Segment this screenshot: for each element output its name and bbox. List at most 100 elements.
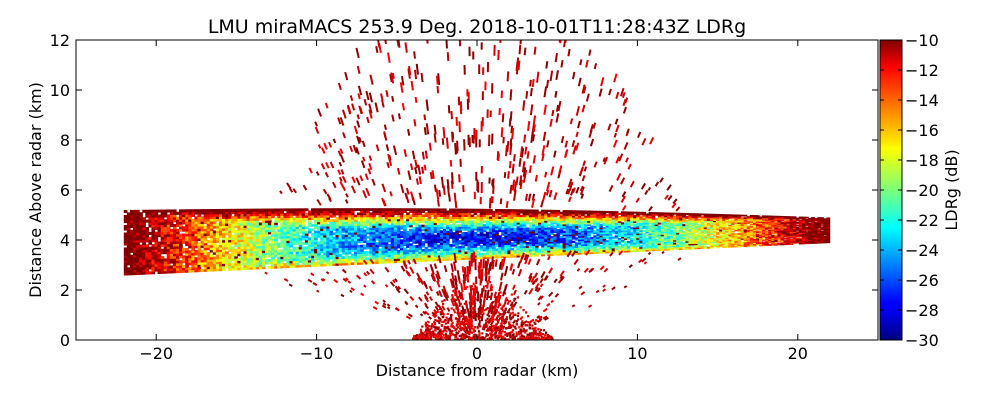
ldr-cell bbox=[577, 213, 582, 216]
ldr-cell bbox=[657, 218, 662, 221]
ldr-cell bbox=[584, 240, 588, 243]
ldr-cell bbox=[326, 258, 331, 262]
ldr-cell bbox=[501, 218, 505, 221]
ldr-cell bbox=[194, 233, 199, 237]
ldr-cell bbox=[357, 236, 361, 239]
ldr-cell bbox=[544, 248, 548, 251]
ldr-cell bbox=[320, 230, 324, 234]
ldr-cell bbox=[605, 225, 610, 228]
ldr-cell bbox=[387, 235, 392, 239]
ldr-cell bbox=[151, 256, 156, 260]
ldr-cell bbox=[660, 226, 665, 229]
ldr-cell bbox=[752, 236, 757, 239]
ldr-cell bbox=[249, 217, 254, 221]
ldr-cell bbox=[510, 222, 515, 225]
ldr-cell bbox=[596, 220, 601, 223]
ldr-cell bbox=[740, 228, 745, 230]
ldr-cell bbox=[620, 248, 625, 252]
ldr-cell bbox=[307, 215, 312, 218]
ldr-cell bbox=[636, 213, 640, 216]
ldr-cell bbox=[341, 247, 346, 251]
ldr-cell bbox=[228, 234, 232, 238]
ldr-cell bbox=[154, 221, 159, 225]
ldr-cell bbox=[393, 249, 398, 253]
ldr-cell bbox=[406, 208, 410, 211]
ldr-cell bbox=[516, 211, 521, 214]
ldr-cell bbox=[240, 222, 245, 226]
ldr-cell bbox=[703, 237, 708, 240]
ldr-cell bbox=[332, 241, 337, 244]
ldr-cell bbox=[129, 244, 134, 248]
ldr-cell bbox=[611, 220, 616, 223]
ldr-cell bbox=[412, 214, 416, 218]
ldr-cell bbox=[654, 234, 659, 237]
ldr-cell bbox=[716, 226, 720, 229]
ldr-cell bbox=[565, 242, 570, 245]
ldr-cell bbox=[571, 215, 576, 218]
ldr-cell bbox=[565, 227, 570, 230]
ldr-cell bbox=[403, 226, 407, 230]
ldr-cell bbox=[433, 208, 438, 212]
ldr-cell bbox=[746, 220, 751, 223]
ldr-cell bbox=[323, 234, 327, 238]
ldr-cell bbox=[381, 225, 386, 228]
ldr-cell bbox=[516, 236, 521, 240]
ldr-cell bbox=[360, 212, 364, 216]
ldr-cell bbox=[467, 237, 472, 241]
ldr-cell bbox=[197, 266, 202, 270]
ldr-cell bbox=[449, 246, 453, 249]
ldr-cell bbox=[544, 244, 548, 248]
ldr-cell bbox=[363, 214, 367, 218]
ldr-cell bbox=[605, 220, 610, 223]
ldr-cell bbox=[501, 255, 505, 259]
ldr-cell bbox=[602, 218, 607, 222]
ldr-cell bbox=[286, 233, 291, 237]
ldr-cell bbox=[188, 228, 192, 232]
ldr-cell bbox=[504, 223, 508, 227]
ldr-cell bbox=[709, 215, 714, 217]
ldr-cell bbox=[157, 234, 162, 238]
ldr-cell bbox=[231, 225, 235, 229]
ldr-cell bbox=[709, 240, 714, 242]
ldr-cell bbox=[175, 262, 180, 266]
ldr-cell bbox=[685, 225, 690, 228]
ldr-cell bbox=[387, 254, 392, 258]
ldr-cell bbox=[740, 218, 745, 221]
ldr-cell bbox=[577, 235, 582, 238]
ldr-cell bbox=[393, 256, 398, 259]
ldr-cell bbox=[390, 252, 395, 255]
ldr-cell bbox=[166, 221, 171, 225]
ldr-cell bbox=[516, 245, 521, 249]
ldr-cell bbox=[277, 254, 281, 258]
ldr-cell bbox=[587, 223, 591, 227]
ldr-cell bbox=[550, 229, 555, 232]
ldr-cell bbox=[197, 221, 202, 225]
ldr-cell bbox=[415, 257, 419, 261]
ldr-cell bbox=[317, 221, 321, 225]
ldr-cell bbox=[142, 222, 146, 226]
ldr-cell bbox=[314, 221, 318, 225]
ldr-cell bbox=[755, 235, 760, 237]
ldr-cell bbox=[614, 247, 619, 250]
ldr-cell bbox=[268, 226, 272, 230]
ldr-cell bbox=[703, 225, 708, 228]
ldr-cell bbox=[568, 220, 573, 223]
ldr-cell bbox=[378, 256, 383, 260]
ldr-cell bbox=[424, 214, 429, 218]
ldr-cell bbox=[396, 216, 401, 220]
ldr-cell bbox=[473, 235, 478, 239]
ldr-cell bbox=[617, 212, 622, 215]
ldr-cell bbox=[571, 228, 576, 232]
ldr-cell bbox=[154, 241, 159, 245]
ldr-cell bbox=[139, 232, 143, 236]
ldr-cell bbox=[660, 245, 665, 248]
ldr-cell bbox=[163, 268, 168, 272]
ldr-cell bbox=[218, 232, 223, 236]
ldr-cell bbox=[215, 244, 220, 248]
ldr-cell bbox=[716, 229, 720, 232]
ldr-cell bbox=[648, 243, 653, 246]
ldr-cell bbox=[175, 270, 180, 274]
ldr-cell bbox=[439, 208, 444, 212]
ldr-cell bbox=[341, 223, 346, 227]
ldr-cell bbox=[280, 242, 284, 246]
